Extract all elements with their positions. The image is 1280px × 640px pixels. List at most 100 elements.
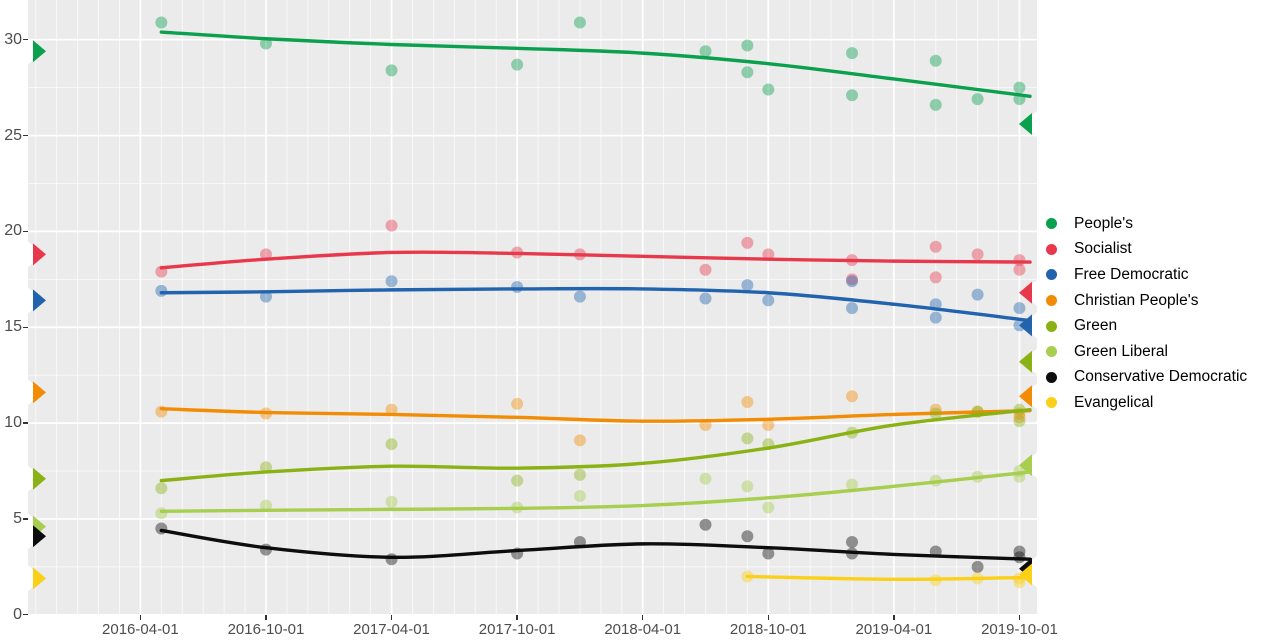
poll-point bbox=[259, 290, 272, 303]
legend-dot-icon bbox=[1046, 269, 1057, 281]
poll-point bbox=[971, 572, 984, 585]
poll-point bbox=[699, 45, 712, 58]
legend-item-conservative-democratic: Conservative Democratic bbox=[1046, 365, 1247, 391]
poll-point bbox=[741, 279, 754, 292]
poll-point bbox=[846, 478, 859, 491]
election-2019-marker-christian-people-s bbox=[1019, 383, 1037, 410]
poll-point bbox=[929, 474, 942, 487]
poll-point bbox=[929, 271, 942, 284]
poll-point bbox=[699, 263, 712, 276]
poll-point bbox=[971, 248, 984, 261]
x-tick-label: 2019-04-01 bbox=[855, 621, 933, 638]
poll-point bbox=[1013, 551, 1026, 564]
poll-point bbox=[846, 390, 859, 403]
legend: People's Socialist Free Democratic Christia… bbox=[1046, 211, 1247, 416]
legend-label: Conservative Democratic bbox=[1074, 368, 1248, 386]
poll-point bbox=[762, 294, 775, 307]
poll-point bbox=[155, 284, 168, 297]
marker-fill bbox=[1019, 385, 1032, 408]
y-tick-mark bbox=[23, 422, 28, 424]
poll-point bbox=[741, 570, 754, 583]
plot-panel bbox=[28, 0, 1037, 615]
poll-point bbox=[971, 470, 984, 483]
legend-dot-icon bbox=[1046, 397, 1057, 409]
poll-point bbox=[573, 248, 586, 261]
poll-point bbox=[741, 66, 754, 79]
poll-point bbox=[1013, 81, 1026, 94]
legend-item-socialist: Socialist bbox=[1046, 237, 1247, 263]
marker-fill bbox=[33, 381, 46, 404]
x-tick-mark bbox=[516, 615, 518, 620]
y-tick-label: 25 bbox=[4, 126, 22, 144]
poll-point bbox=[741, 480, 754, 493]
legend-label: Green Liberal bbox=[1074, 342, 1168, 360]
y-tick-label: 15 bbox=[4, 318, 22, 336]
legend-dot-icon bbox=[1046, 320, 1057, 332]
y-tick-mark bbox=[23, 39, 28, 41]
series-green-liberal bbox=[155, 465, 1032, 520]
election-2015-marker-christian-people-s bbox=[28, 379, 46, 406]
poll-point bbox=[385, 219, 398, 232]
poll-point bbox=[385, 495, 398, 508]
poll-point bbox=[1013, 545, 1026, 558]
poll-point bbox=[259, 407, 272, 420]
election-2015-marker-free-democratic bbox=[28, 287, 46, 314]
election-2019-marker-people-s bbox=[1019, 111, 1037, 138]
poll-point bbox=[511, 280, 524, 293]
x-tick-mark bbox=[265, 615, 267, 620]
x-tick-mark bbox=[893, 615, 895, 620]
poll-point bbox=[846, 254, 859, 267]
election-2015-marker-evangelical bbox=[28, 565, 46, 592]
poll-point bbox=[259, 499, 272, 512]
poll-point bbox=[385, 64, 398, 77]
poll-point bbox=[259, 37, 272, 50]
x-tick-label: 2016-04-01 bbox=[102, 621, 179, 638]
series-conservative-democratic bbox=[155, 518, 1032, 573]
marker-fill bbox=[1019, 563, 1032, 586]
marker-fill bbox=[33, 40, 46, 63]
poll-point bbox=[762, 547, 775, 560]
poll-point bbox=[385, 403, 398, 416]
poll-point bbox=[929, 403, 942, 416]
plot-canvas bbox=[28, 0, 1037, 615]
legend-label: Christian People's bbox=[1074, 291, 1199, 309]
marker-fill bbox=[1019, 314, 1032, 337]
poll-point bbox=[259, 461, 272, 474]
poll-point bbox=[929, 98, 942, 111]
legend-label: Free Democratic bbox=[1074, 265, 1189, 283]
poll-point bbox=[741, 530, 754, 543]
poll-point bbox=[573, 290, 586, 303]
poll-point bbox=[741, 396, 754, 409]
legend-item-green: Green bbox=[1046, 313, 1247, 339]
poll-point bbox=[511, 397, 524, 410]
marker-fill bbox=[33, 567, 46, 590]
legend-dot-icon bbox=[1046, 295, 1057, 307]
poll-point bbox=[846, 89, 859, 102]
poll-point bbox=[573, 489, 586, 502]
trend-line-christian-people-s bbox=[159, 407, 1032, 423]
poll-point bbox=[699, 419, 712, 432]
poll-point bbox=[741, 432, 754, 445]
poll-point bbox=[699, 292, 712, 305]
x-tick-label: 2017-04-01 bbox=[353, 621, 430, 638]
y-tick-label: 0 bbox=[13, 605, 22, 623]
election-2019-marker-evangelical bbox=[1019, 561, 1037, 588]
poll-point bbox=[155, 405, 168, 418]
legend-label: Evangelical bbox=[1074, 393, 1154, 411]
poll-point bbox=[511, 58, 524, 71]
poll-point bbox=[929, 54, 942, 67]
marker-fill bbox=[33, 467, 46, 490]
poll-point bbox=[929, 574, 942, 587]
y-tick-label: 5 bbox=[13, 509, 22, 527]
legend-dot-icon bbox=[1046, 371, 1057, 383]
election-2019-marker-green-liberal bbox=[1019, 452, 1037, 479]
poll-point bbox=[1013, 254, 1026, 267]
trend-line-free-democratic bbox=[159, 286, 1032, 323]
poll-point bbox=[699, 518, 712, 531]
series-free-democratic bbox=[155, 275, 1032, 332]
poll-point bbox=[1013, 93, 1026, 106]
trend-line-conservative-democratic bbox=[159, 528, 1032, 561]
poll-point bbox=[846, 47, 859, 60]
poll-point bbox=[971, 405, 984, 418]
